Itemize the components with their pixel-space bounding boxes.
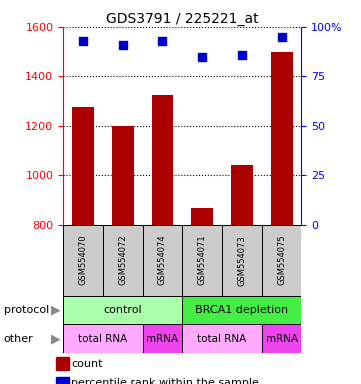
FancyBboxPatch shape [262, 324, 301, 353]
FancyBboxPatch shape [63, 296, 182, 324]
FancyBboxPatch shape [103, 225, 143, 296]
Point [80, 38, 86, 44]
Point [199, 53, 205, 60]
FancyBboxPatch shape [143, 225, 182, 296]
FancyBboxPatch shape [182, 324, 262, 353]
Bar [271, 51, 292, 225]
Bar [112, 126, 134, 225]
Text: GSM554073: GSM554073 [238, 235, 246, 286]
Text: protocol: protocol [4, 305, 49, 315]
Point [160, 38, 165, 44]
Point [120, 41, 126, 48]
Bar [72, 107, 94, 225]
Text: GSM554074: GSM554074 [158, 235, 167, 285]
Text: count: count [71, 359, 103, 369]
Bar [152, 95, 173, 225]
Text: GSM554075: GSM554075 [277, 235, 286, 285]
FancyBboxPatch shape [63, 324, 143, 353]
FancyBboxPatch shape [63, 225, 103, 296]
FancyBboxPatch shape [182, 225, 222, 296]
Point [239, 51, 245, 58]
Bar [56, 357, 69, 370]
FancyBboxPatch shape [222, 225, 262, 296]
FancyBboxPatch shape [262, 225, 301, 296]
Text: total RNA: total RNA [78, 334, 127, 344]
Bar [191, 208, 213, 225]
Title: GDS3791 / 225221_at: GDS3791 / 225221_at [106, 12, 258, 26]
Text: ▶: ▶ [51, 333, 61, 345]
Text: mRNA: mRNA [266, 334, 297, 344]
FancyBboxPatch shape [182, 296, 301, 324]
Text: BRCA1 depletion: BRCA1 depletion [195, 305, 288, 315]
Text: GSM554071: GSM554071 [198, 235, 206, 285]
Text: GSM554072: GSM554072 [118, 235, 127, 285]
Text: control: control [104, 305, 142, 315]
Bar [56, 377, 69, 384]
Text: percentile rank within the sample: percentile rank within the sample [71, 378, 259, 384]
FancyBboxPatch shape [143, 324, 182, 353]
Text: total RNA: total RNA [197, 334, 247, 344]
Point [279, 34, 284, 40]
Text: ▶: ▶ [51, 304, 61, 316]
Text: other: other [4, 334, 33, 344]
Text: mRNA: mRNA [147, 334, 178, 344]
Text: GSM554070: GSM554070 [79, 235, 87, 285]
Bar [231, 166, 253, 225]
